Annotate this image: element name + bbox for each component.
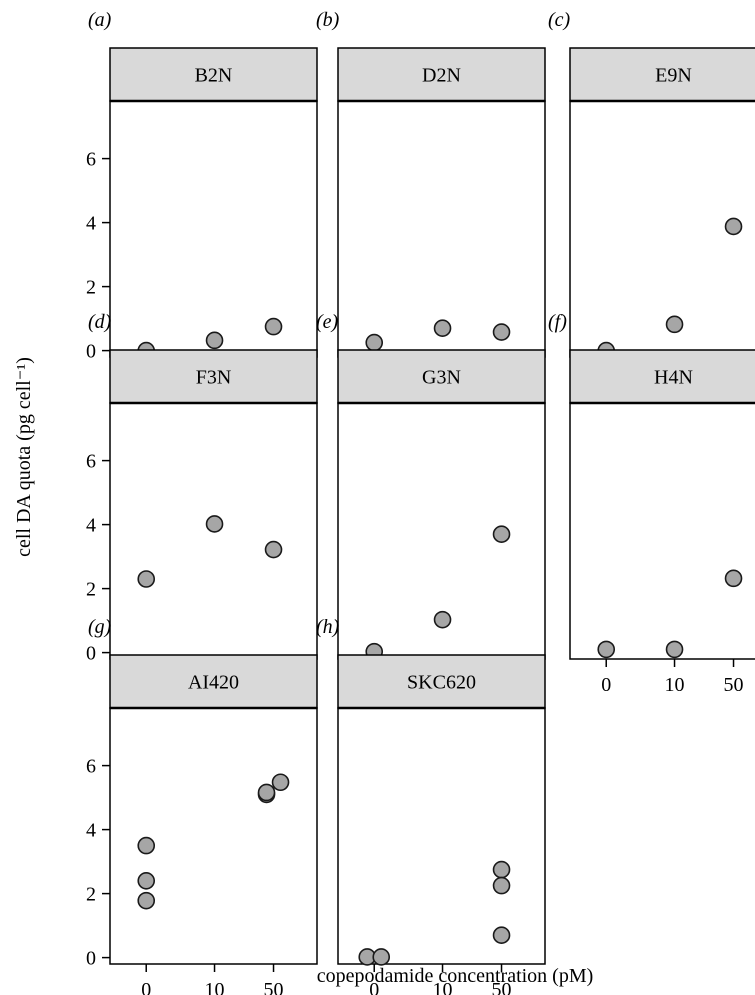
strip-title: F3N xyxy=(196,367,232,389)
data-point xyxy=(264,540,283,559)
y-tick-label: 0 xyxy=(86,643,96,665)
strip-background xyxy=(109,349,318,404)
x-tick-label: 0 xyxy=(601,674,611,696)
panel-f3n: (d) F3N 0 2 4 6 xyxy=(86,311,318,665)
data-point xyxy=(724,569,743,588)
data-point xyxy=(137,836,156,855)
data-point xyxy=(271,773,290,792)
panel-letter-label: (b) xyxy=(316,9,340,31)
panel-letter-label: (d) xyxy=(88,311,112,333)
panel-b2n: (a) B2N 0 2 4 6 xyxy=(86,9,318,363)
y-axis-title: cell DA quota (pg cell⁻¹) xyxy=(13,357,35,557)
panel-ai420: (g) AI420 0 2 4 6 0 10 50 xyxy=(86,616,318,995)
x-tick-label: 50 xyxy=(264,979,284,995)
data-point xyxy=(137,891,156,910)
panels-layer: (a) B2N 0 2 4 6 (b) D2N (c) E9N (d) F3N 0 2 4 6 (e) G3N (f… xyxy=(86,9,755,995)
data-point xyxy=(433,319,452,338)
y-tick-label: 2 xyxy=(86,277,96,299)
x-tick-label: 10 xyxy=(205,979,225,995)
panel-g3n: (e) G3N xyxy=(316,311,546,661)
y-tick-label: 6 xyxy=(86,756,96,778)
y-tick-label: 4 xyxy=(86,515,96,537)
data-point xyxy=(372,948,391,966)
x-tick-label: 0 xyxy=(141,979,151,995)
data-point xyxy=(597,640,616,659)
y-tick-label: 2 xyxy=(86,579,96,601)
x-axis-title: copepodamide concentration (pM) xyxy=(317,965,594,987)
x-tick-label: 50 xyxy=(724,674,744,696)
y-tick-label: 4 xyxy=(86,820,96,842)
plot-frame xyxy=(109,707,318,965)
panel-letter-label: (a) xyxy=(88,9,112,31)
strip-background xyxy=(109,47,318,102)
panel-letter-label: (h) xyxy=(316,616,340,638)
x-tick-label: 50 xyxy=(492,979,512,995)
data-point xyxy=(492,926,511,945)
y-tick-label: 0 xyxy=(86,341,96,363)
plot-frame xyxy=(569,100,755,358)
data-point xyxy=(724,217,743,236)
panel-letter-label: (f) xyxy=(548,311,567,333)
data-point xyxy=(492,525,511,544)
panel-letter-label: (e) xyxy=(316,311,339,333)
data-point xyxy=(205,331,224,350)
plot-frame xyxy=(569,402,755,660)
data-point xyxy=(433,610,452,629)
strip-title: G3N xyxy=(422,367,461,389)
panel-e9n: (c) E9N xyxy=(548,9,755,360)
data-point xyxy=(665,315,684,334)
panel-skc620: (h) SKC620 0 10 50 xyxy=(316,616,546,995)
y-tick-label: 4 xyxy=(86,213,96,235)
data-point xyxy=(492,860,511,879)
data-point xyxy=(205,515,224,533)
plot-frame xyxy=(337,707,546,965)
data-point xyxy=(257,783,276,802)
strip-title: SKC620 xyxy=(407,672,476,694)
y-tick-label: 0 xyxy=(86,948,96,970)
y-tick-label: 6 xyxy=(86,149,96,171)
strip-title: H4N xyxy=(654,367,693,389)
strip-title: D2N xyxy=(422,65,461,87)
strip-title: B2N xyxy=(195,65,233,87)
strip-background xyxy=(569,349,755,404)
strip-title: AI420 xyxy=(188,672,239,694)
plot-frame xyxy=(337,100,546,358)
panel-d2n: (b) D2N xyxy=(316,9,546,358)
x-tick-label: 10 xyxy=(433,979,453,995)
y-tick-label: 6 xyxy=(86,451,96,473)
strip-title: E9N xyxy=(655,65,692,87)
data-point xyxy=(665,640,684,659)
x-tick-label: 0 xyxy=(369,979,379,995)
strip-background xyxy=(337,349,546,404)
data-point xyxy=(365,333,384,352)
data-point xyxy=(264,317,283,336)
x-tick-label: 10 xyxy=(665,674,685,696)
data-point xyxy=(137,871,156,890)
data-point xyxy=(492,323,511,341)
data-point xyxy=(137,570,156,588)
plot-frame xyxy=(109,100,318,358)
panel-letter-label: (g) xyxy=(88,616,112,638)
data-point xyxy=(492,876,511,895)
y-tick-label: 2 xyxy=(86,884,96,906)
panel-letter-label: (c) xyxy=(548,9,571,31)
panel-h4n: (f) H4N 0 10 50 xyxy=(548,311,755,696)
